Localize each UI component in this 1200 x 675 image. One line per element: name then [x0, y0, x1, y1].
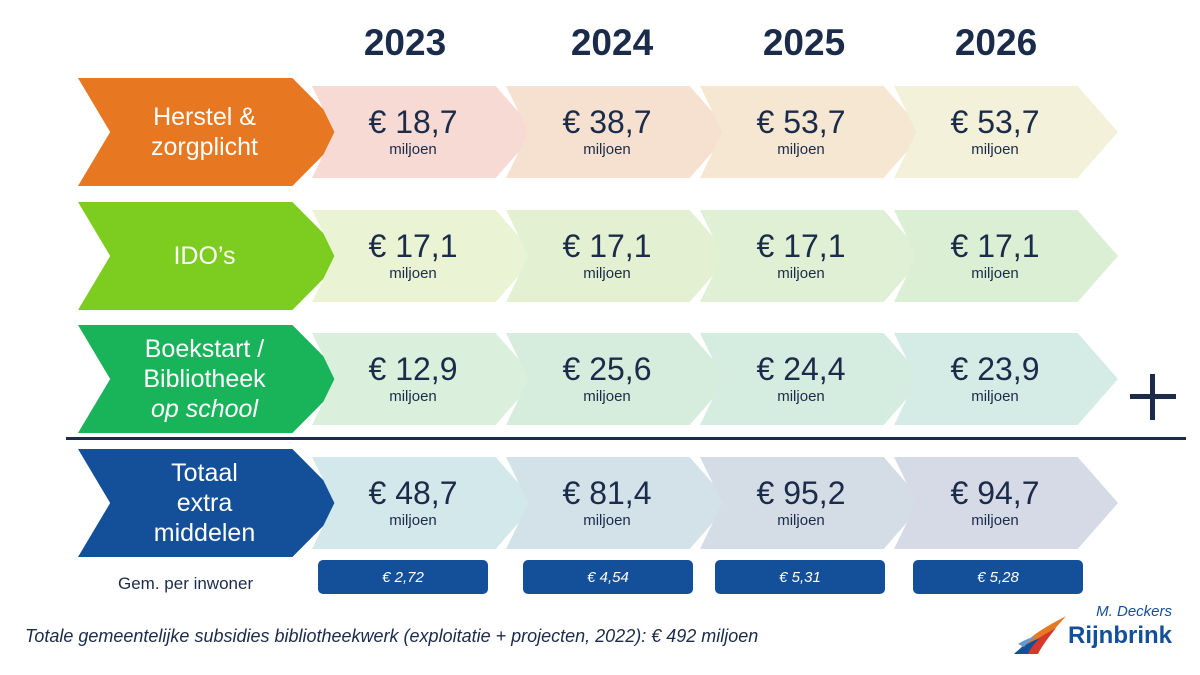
value-amount: € 18,7 — [368, 104, 458, 140]
value-unit: miljoen — [389, 388, 437, 405]
value-amount: € 53,7 — [950, 104, 1040, 140]
value-arrow-idos-2026: € 17,1 miljoen — [894, 210, 1118, 302]
category-label-line: middelen — [153, 519, 256, 547]
value-unit: miljoen — [583, 388, 631, 405]
category-label-line: IDO’s — [173, 242, 236, 270]
value-unit: miljoen — [777, 265, 825, 282]
category-label-line: Totaal — [171, 459, 238, 487]
value-amount: € 24,4 — [756, 351, 846, 387]
category-label-line: zorgplicht — [151, 133, 258, 161]
logo-author: M. Deckers — [1096, 603, 1172, 620]
value-arrow-idos-2024: € 17,1 miljoen — [506, 210, 730, 302]
category-label-line: extra — [176, 489, 233, 517]
category-label: IDO’s — [173, 241, 235, 271]
value-amount: € 48,7 — [368, 475, 458, 511]
value-unit: miljoen — [389, 512, 437, 529]
category-label-line: Herstel & — [153, 103, 256, 131]
value-amount: € 12,9 — [368, 351, 458, 387]
value-unit: miljoen — [777, 141, 825, 158]
value-arrow-herstel-2024: € 38,7 miljoen — [506, 86, 730, 178]
per-inhabitant-2026: € 5,28 — [913, 560, 1083, 594]
per-inhabitant-2023: € 2,72 — [318, 560, 488, 594]
value-unit: miljoen — [777, 512, 825, 529]
value-amount: € 38,7 — [562, 104, 652, 140]
value-amount: € 17,1 — [950, 228, 1040, 264]
value-amount: € 25,6 — [562, 351, 652, 387]
value-arrow-boekstart-2026: € 23,9 miljoen — [894, 333, 1118, 425]
logo-name: Rijnbrink — [1067, 622, 1172, 649]
value-unit: miljoen — [777, 388, 825, 405]
sum-divider-line — [66, 437, 1186, 440]
rijnbrink-logo: M. Deckers Rijnbrink — [1012, 602, 1192, 662]
value-arrow-herstel-2026: € 53,7 miljoen — [894, 86, 1118, 178]
value-amount: € 94,7 — [950, 475, 1040, 511]
per-inhabitant-label: Gem. per inwoner — [118, 574, 254, 593]
per-inhabitant-2024: € 4,54 — [523, 560, 693, 594]
value-amount: € 17,1 — [368, 228, 458, 264]
category-label-line: Bibliotheek — [143, 365, 266, 393]
value-arrow-totaal-2023: € 48,7 miljoen — [312, 457, 536, 549]
value-amount: € 17,1 — [562, 228, 652, 264]
value-unit: miljoen — [583, 265, 631, 282]
value-arrow-boekstart-2023: € 12,9 miljoen — [312, 333, 536, 425]
value-amount: € 17,1 — [756, 228, 846, 264]
value-unit: miljoen — [971, 265, 1019, 282]
value-arrow-totaal-2024: € 81,4 miljoen — [506, 457, 730, 549]
category-label-line: Boekstart / — [144, 335, 265, 363]
per-inhabitant-2025: € 5,31 — [715, 560, 885, 594]
value-unit: miljoen — [583, 141, 631, 158]
value-unit: miljoen — [389, 265, 437, 282]
year-header-2024: 2024 — [570, 22, 654, 63]
rijnbrink-bird-icon — [1014, 616, 1066, 654]
category-label-line: op school — [150, 395, 259, 423]
value-arrow-herstel-2023: € 18,7 miljoen — [312, 86, 536, 178]
category-arrow-idos: IDO’s — [78, 202, 346, 310]
year-header-2026: 2026 — [954, 22, 1038, 63]
year-header-2025: 2025 — [762, 22, 846, 63]
value-unit: miljoen — [583, 512, 631, 529]
category-arrow-boekstart: Boekstart / Bibliotheek op school — [78, 325, 346, 433]
category-label: Totaal extra middelen — [154, 458, 255, 548]
value-unit: miljoen — [389, 141, 437, 158]
value-arrow-idos-2023: € 17,1 miljoen — [312, 210, 536, 302]
value-amount: € 53,7 — [756, 104, 846, 140]
value-unit: miljoen — [971, 388, 1019, 405]
value-unit: miljoen — [971, 512, 1019, 529]
value-amount: € 95,2 — [756, 475, 846, 511]
value-arrow-totaal-2026: € 94,7 miljoen — [894, 457, 1118, 549]
category-label: Boekstart / Bibliotheek op school — [143, 334, 265, 424]
value-arrow-boekstart-2024: € 25,6 miljoen — [506, 333, 730, 425]
footnote: Totale gemeentelijke subsidies bibliothe… — [25, 626, 759, 646]
value-amount: € 81,4 — [562, 475, 652, 511]
value-arrow-totaal-2025: € 95,2 miljoen — [700, 457, 924, 549]
category-label: Herstel & zorgplicht — [151, 102, 258, 162]
plus-icon — [1130, 374, 1176, 420]
value-arrow-boekstart-2025: € 24,4 miljoen — [700, 333, 924, 425]
category-arrow-herstel: Herstel & zorgplicht — [78, 78, 346, 186]
value-amount: € 23,9 — [950, 351, 1040, 387]
value-unit: miljoen — [971, 141, 1019, 158]
value-arrow-idos-2025: € 17,1 miljoen — [700, 210, 924, 302]
value-arrow-herstel-2025: € 53,7 miljoen — [700, 86, 924, 178]
category-arrow-totaal: Totaal extra middelen — [78, 449, 346, 557]
year-header-2023: 2023 — [363, 22, 447, 63]
